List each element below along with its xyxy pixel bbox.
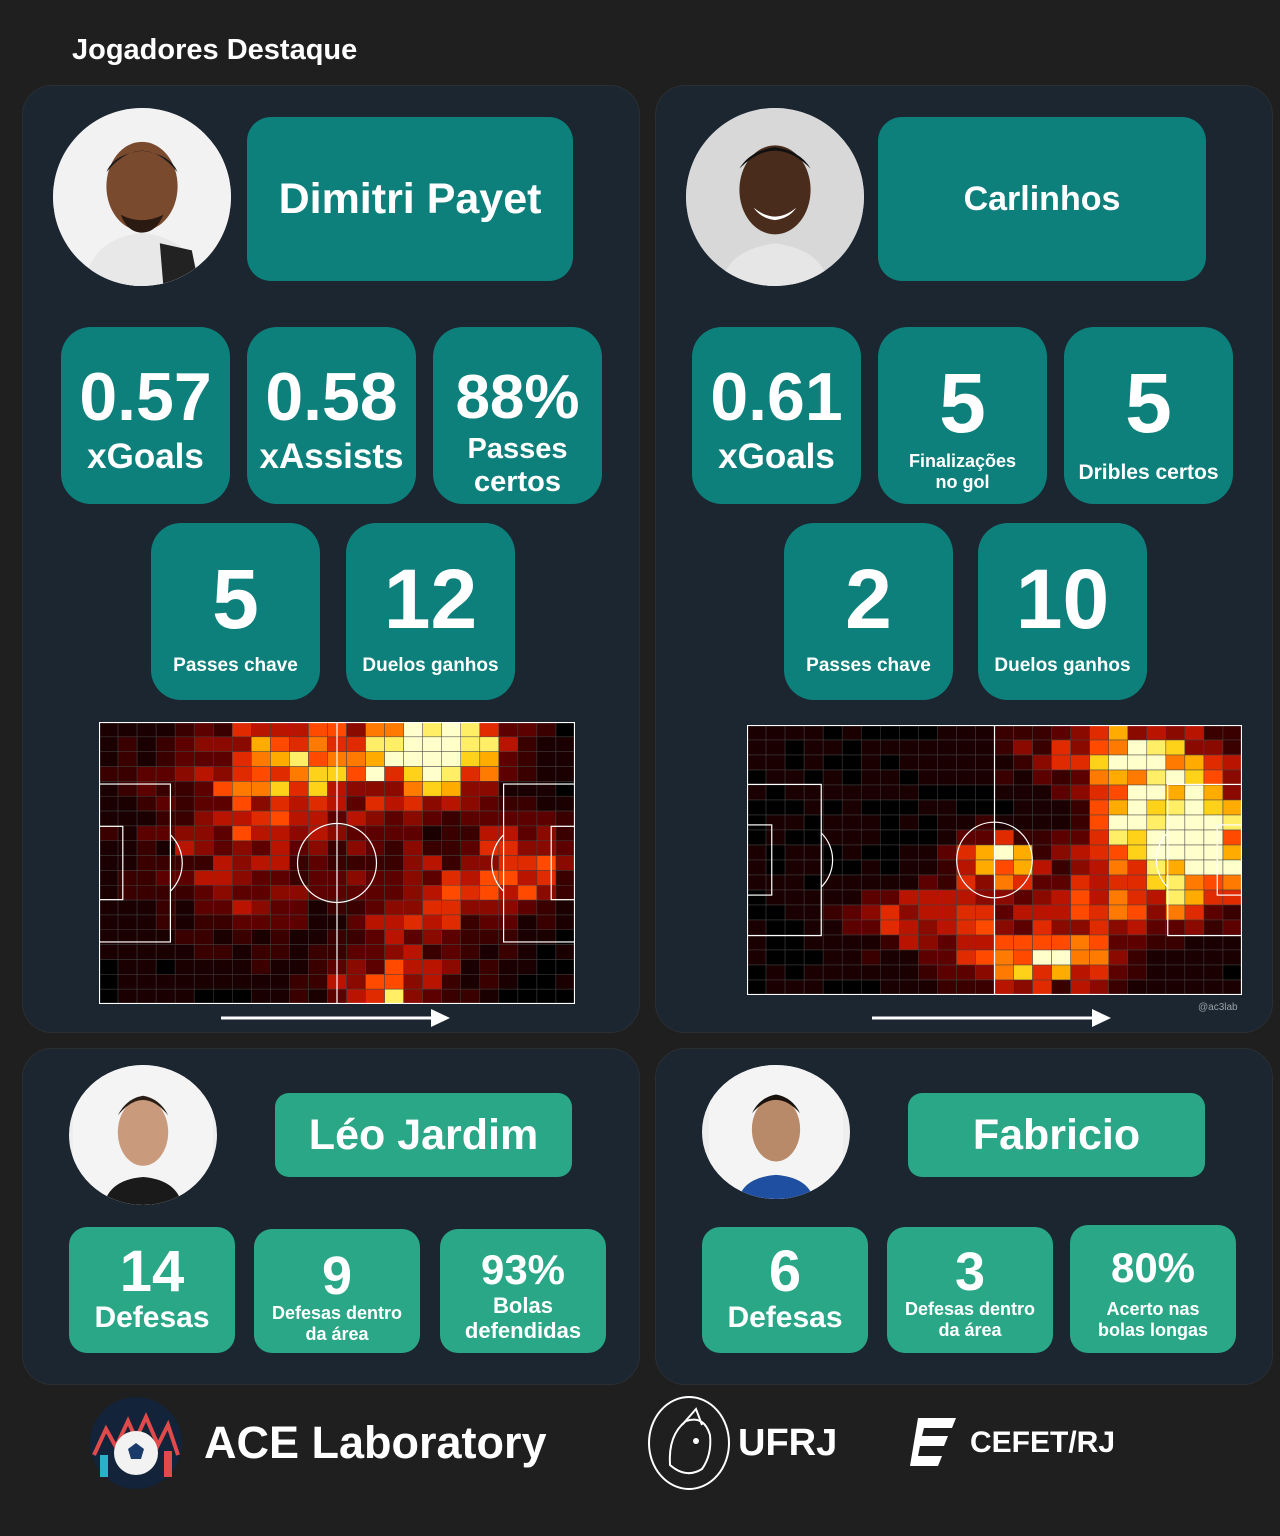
stat-value: 88% [455, 363, 580, 432]
stat-value: 12 [383, 552, 478, 646]
stat-label: xGoals [87, 437, 204, 476]
stat-value: 3 [954, 1242, 986, 1302]
heatmap-carlinhos [747, 725, 1242, 995]
stat-card-acerto-bolas-longas: 80% Acerto nas bolas longas [1070, 1225, 1236, 1353]
goalkeeper-card-leo-jardim: Léo Jardim 14 Defesas 9 Defesas dentro d… [22, 1048, 640, 1385]
stat-value: 14 [119, 1239, 185, 1304]
player-name-fabricio: Fabricio [908, 1093, 1205, 1177]
ace-laboratory-logo: ACE Laboratory [86, 1395, 547, 1491]
stat-card-passes-chave: 2 Passes chave [784, 523, 953, 700]
heatmap-payet [99, 722, 575, 1004]
stat-value: 93% [480, 1246, 566, 1293]
cefet-mark-icon [910, 1418, 956, 1466]
player-photo-fabricio [702, 1065, 850, 1199]
stat-label: xGoals [718, 437, 835, 476]
stat-card-duelos-ganhos: 12 Duelos ganhos [346, 523, 515, 700]
stat-card-xgoals: 0.57 xGoals [61, 327, 230, 504]
cefet-text: CEFET/RJ [970, 1426, 1116, 1459]
stat-label: Defesas [727, 1301, 843, 1334]
stat-label: Defesas dentro da área [904, 1299, 1036, 1340]
cefet-logo: CEFET/RJ [910, 1418, 1115, 1468]
player-card-carlinhos: Carlinhos 0.61 xGoals 5 Finalizações no … [655, 85, 1273, 1033]
stat-card-dribles-certos: 5 Dribles certos [1064, 327, 1233, 504]
soccer-ball-icon [90, 1397, 182, 1489]
stat-value: 5 [1125, 356, 1172, 450]
player-photo-leo-jardim [69, 1065, 217, 1205]
lab-name: ACE Laboratory [204, 1417, 547, 1468]
ufrj-text: UFRJ [738, 1421, 838, 1464]
watermark: @ac3lab [1198, 1002, 1238, 1013]
stat-value: 0.58 [265, 359, 398, 435]
stat-card-passes-chave: 5 Passes chave [151, 523, 320, 700]
stat-value: 5 [212, 552, 259, 646]
stat-label: Passes chave [806, 655, 931, 676]
player-photo-carlinhos [686, 108, 864, 286]
stat-label: Defesas dentro da área [271, 1303, 403, 1344]
stat-label: Duelos ganhos [994, 655, 1131, 676]
stat-value: 80% [1110, 1244, 1196, 1291]
player-photo-payet [53, 108, 231, 286]
stat-card-xgoals: 0.61 xGoals [692, 327, 861, 504]
stat-label: Bolas defendidas [464, 1293, 582, 1344]
stat-value: 5 [939, 356, 986, 450]
stat-value: 2 [845, 552, 892, 646]
player-card-payet: Dimitri Payet 0.57 xGoals 0.58 xAssists … [22, 85, 640, 1033]
stat-card-defesas-dentro-area: 3 Defesas dentro da área [887, 1227, 1053, 1353]
stat-label: Dribles certos [1078, 461, 1219, 484]
stat-card-xassists: 0.58 xAssists [247, 327, 416, 504]
stat-value: 9 [321, 1246, 353, 1306]
stat-label: Duelos ganhos [362, 655, 499, 676]
stat-card-defesas: 6 Defesas [702, 1227, 868, 1353]
stat-label: Acerto nas bolas longas [1097, 1299, 1209, 1340]
stat-card-duelos-ganhos: 10 Duelos ganhos [978, 523, 1147, 700]
stat-card-finalizacoes: 5 Finalizações no gol [878, 327, 1047, 504]
stat-card-passes-certos: 88% Passes certos [433, 327, 602, 504]
stat-value: 0.57 [79, 359, 212, 435]
attack-direction-arrow [221, 1009, 450, 1027]
minerva-crest-icon [648, 1396, 730, 1490]
stat-value: 0.61 [710, 359, 843, 435]
stat-card-bolas-defendidas: 93% Bolas defendidas [440, 1229, 606, 1353]
stat-label: Finalizações no gol [908, 451, 1017, 492]
player-name-payet: Dimitri Payet [247, 117, 573, 281]
ufrj-logo: UFRJ [646, 1395, 837, 1491]
stat-label: xAssists [259, 437, 404, 476]
stat-label: Defesas [94, 1301, 210, 1334]
player-name-leo-jardim: Léo Jardim [275, 1093, 572, 1177]
stat-value: 6 [768, 1239, 802, 1304]
player-name-carlinhos: Carlinhos [878, 117, 1206, 281]
stat-label: Passes chave [173, 655, 298, 676]
stat-card-defesas-dentro-area: 9 Defesas dentro da área [254, 1229, 420, 1353]
stat-card-defesas: 14 Defesas [69, 1227, 235, 1353]
goalkeeper-card-fabricio: Fabricio 6 Defesas 3 Defesas dentro da á… [655, 1048, 1273, 1385]
attack-direction-arrow [872, 1009, 1111, 1027]
stat-value: 10 [1015, 552, 1110, 646]
page-title: Jogadores Destaque [72, 34, 358, 66]
stat-label: Passes certos [467, 433, 568, 499]
